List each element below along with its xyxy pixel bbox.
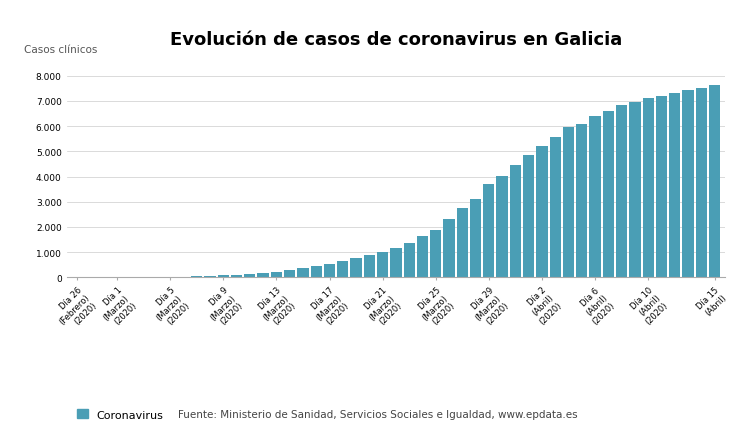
Title: Evolución de casos de coronavirus en Galicia: Evolución de casos de coronavirus en Gal…	[169, 31, 622, 49]
Bar	[297, 269, 309, 278]
Bar	[377, 253, 389, 278]
Text: Fuente: Ministerio de Sanidad, Servicios Sociales e Igualdad, www.epdata.es: Fuente: Ministerio de Sanidad, Servicios…	[178, 410, 577, 419]
Bar	[576, 124, 588, 278]
Bar	[510, 166, 521, 278]
Bar	[642, 99, 654, 278]
Bar	[696, 89, 707, 278]
Bar	[536, 147, 548, 278]
Bar	[656, 97, 667, 278]
Bar	[616, 106, 628, 278]
Bar	[669, 94, 680, 278]
Legend: Coronavirus: Coronavirus	[73, 405, 168, 424]
Bar	[443, 220, 454, 278]
Bar	[457, 209, 468, 278]
Bar	[629, 103, 641, 278]
Bar	[550, 138, 561, 278]
Bar	[497, 177, 508, 278]
Bar	[337, 262, 349, 278]
Bar	[682, 91, 693, 278]
Bar	[178, 277, 189, 278]
Bar	[204, 276, 215, 278]
Bar	[390, 248, 402, 278]
Bar	[590, 117, 601, 278]
Bar	[430, 230, 441, 278]
Bar	[271, 272, 282, 278]
Bar	[709, 85, 720, 278]
Bar	[523, 155, 534, 278]
Bar	[191, 276, 202, 278]
Bar	[363, 256, 375, 278]
Bar	[218, 276, 229, 278]
Bar	[403, 243, 415, 278]
Bar	[258, 273, 269, 278]
Bar	[284, 270, 295, 278]
Bar	[351, 259, 362, 278]
Bar	[311, 266, 322, 278]
Bar	[244, 274, 255, 278]
Bar	[417, 236, 428, 278]
Bar	[324, 264, 335, 278]
Bar	[483, 185, 494, 278]
Bar	[563, 128, 574, 278]
Bar	[231, 275, 242, 278]
Bar	[151, 277, 163, 278]
Bar	[602, 112, 614, 278]
Text: Casos clínicos: Casos clínicos	[24, 46, 97, 55]
Bar	[164, 277, 176, 278]
Bar	[470, 200, 481, 278]
